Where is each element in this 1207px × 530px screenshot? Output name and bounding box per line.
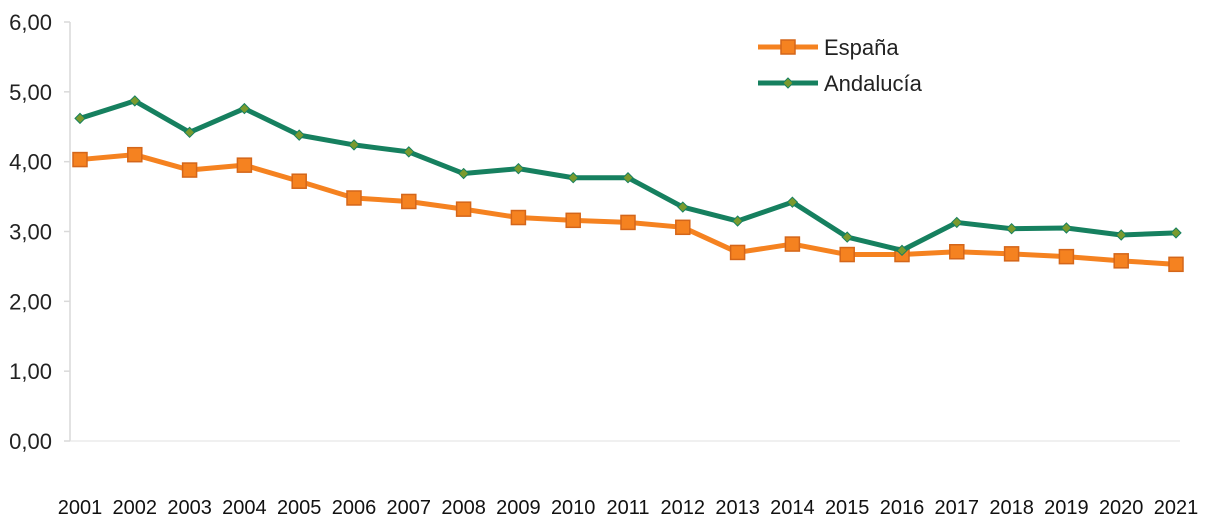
- x-tick-label: 2021: [1154, 497, 1199, 519]
- data-point: [457, 167, 470, 180]
- data-point: [236, 157, 253, 173]
- x-tick-label: 2014: [770, 497, 815, 519]
- y-tick-label: 0,00: [9, 429, 52, 454]
- data-point: [1060, 222, 1073, 234]
- data-point: [784, 236, 801, 252]
- y-tick-label: 3,00: [9, 220, 52, 245]
- data-point: [455, 201, 472, 217]
- x-tick-label: 2009: [496, 497, 541, 519]
- x-tick-label: 2010: [551, 497, 596, 519]
- data-point: [622, 172, 634, 184]
- data-point: [841, 231, 853, 243]
- data-point: [1115, 229, 1127, 241]
- legend-marker: [780, 39, 796, 55]
- x-tick-label: 2007: [387, 497, 432, 519]
- y-tick-label: 6,00: [9, 10, 52, 35]
- y-tick-label: 4,00: [9, 150, 52, 175]
- x-tick-label: 2002: [113, 497, 158, 519]
- legend: España Andalucía: [758, 35, 923, 96]
- axes-layer: 0,00 1,00 2,00 3,00 4,00 5,00 6,00 2001 2002 2003…: [9, 10, 1198, 519]
- legend-item: España: [758, 35, 899, 60]
- y-tick-label: 2,00: [9, 289, 52, 314]
- x-tick-label: 2016: [880, 497, 925, 519]
- data-point: [567, 172, 579, 184]
- data-point: [129, 95, 141, 107]
- x-tick-label: 2019: [1044, 497, 1089, 519]
- data-point: [238, 102, 251, 115]
- x-tick-label: 2018: [989, 497, 1034, 519]
- x-tick-label: 2013: [715, 497, 760, 519]
- data-point: [1005, 222, 1018, 235]
- data-point: [677, 201, 689, 213]
- data-point: [1113, 253, 1129, 269]
- data-point: [510, 209, 527, 226]
- data-point: [1058, 248, 1075, 265]
- data-point: [951, 216, 963, 229]
- legend-marker: [782, 77, 794, 89]
- x-tick-label: 2001: [58, 497, 103, 519]
- data-point: [675, 219, 691, 236]
- data-point: [127, 146, 143, 163]
- data-point: [1170, 227, 1182, 239]
- x-tick-label: 2015: [825, 497, 870, 519]
- data-point: [293, 129, 305, 141]
- x-tick-label: 2020: [1099, 497, 1144, 519]
- data-point: [620, 214, 636, 231]
- data-point: [403, 146, 415, 158]
- data-point: [565, 212, 581, 229]
- data-point: [181, 162, 198, 178]
- data-point: [1003, 246, 1020, 262]
- x-tick-label: 2012: [661, 497, 706, 519]
- data-point: [74, 112, 86, 125]
- data-point: [729, 244, 746, 261]
- x-tick-label: 2003: [167, 497, 212, 519]
- x-tick-label: 2017: [935, 497, 980, 519]
- x-tick-label: 2005: [277, 497, 322, 519]
- data-point: [731, 215, 744, 227]
- x-tick-label: 2004: [222, 497, 267, 519]
- y-tick-label: 1,00: [9, 359, 52, 384]
- x-tick-label: 2008: [441, 497, 486, 519]
- data-point: [291, 173, 307, 189]
- legend-label: España: [824, 35, 899, 60]
- series-0: [72, 146, 1184, 273]
- legend-label: Andalucía: [824, 71, 923, 96]
- x-tick-label: 2011: [606, 497, 649, 519]
- y-tick-label: 5,00: [9, 80, 52, 105]
- data-point: [183, 126, 196, 139]
- series-1: [74, 95, 1182, 257]
- x-tick-label: 2006: [332, 497, 377, 519]
- data-point: [346, 190, 362, 206]
- data-point: [949, 244, 965, 260]
- legend-item: Andalucía: [758, 71, 923, 96]
- data-point: [348, 139, 360, 151]
- data-point: [401, 193, 417, 210]
- data-point: [839, 246, 855, 263]
- data-point: [72, 151, 88, 168]
- data-point: [896, 244, 908, 257]
- series-layer: [72, 95, 1184, 273]
- data-point: [1168, 256, 1184, 273]
- data-point: [512, 162, 525, 175]
- data-point: [786, 196, 799, 208]
